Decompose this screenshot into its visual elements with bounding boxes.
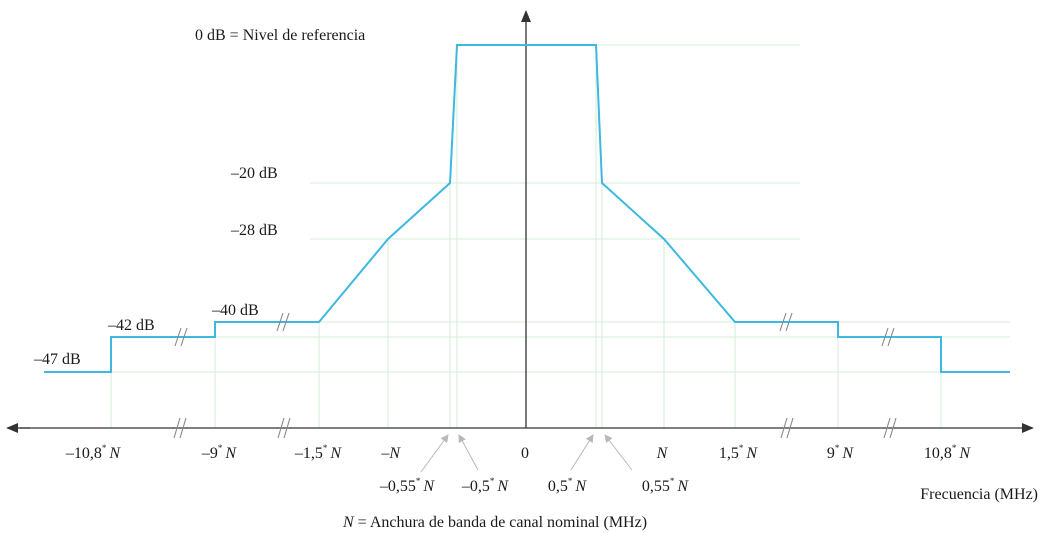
double-slash-break-icon xyxy=(881,327,895,347)
pointer-m05 xyxy=(458,434,479,471)
freq-label-m055: –0,55* N xyxy=(379,476,436,495)
freq-label-p05: 0,5* N xyxy=(548,476,588,495)
frequency-labels: –10,8* N –9* N –1,5* N –N –0,55* N –0,5* N 0 … xyxy=(65,443,972,495)
double-slash-break-icon xyxy=(276,312,290,332)
db-label-28: –28 dB xyxy=(230,222,278,239)
db-label-47: –47 dB xyxy=(33,351,81,368)
guide-lines xyxy=(44,44,1010,428)
freq-label-mN: –N xyxy=(380,445,401,462)
mask-breaks xyxy=(174,312,895,347)
double-slash-break-icon xyxy=(174,327,188,347)
freq-label-p15: 1,5* N xyxy=(719,443,759,462)
reference-level-label: 0 dB = Nivel de referencia xyxy=(195,27,365,44)
freq-label-p055: 0,55* N xyxy=(642,476,690,495)
db-label-20: –20 dB xyxy=(230,165,278,182)
freq-label-m15: –1,5* N xyxy=(294,443,343,462)
double-slash-break-icon xyxy=(780,417,794,439)
footnote: N = Anchura de banda de canal nominal (M… xyxy=(342,514,647,531)
db-label-40: –40 dB xyxy=(211,302,259,319)
freq-label-p108: 10,8* N xyxy=(924,443,972,462)
double-slash-break-icon xyxy=(173,417,187,439)
freq-label-m9: –9* N xyxy=(201,443,238,462)
freq-label-m05: –0,5* N xyxy=(461,476,510,495)
freq-label-pN: N xyxy=(656,445,669,462)
pointer-p05 xyxy=(570,434,594,471)
double-slash-break-icon xyxy=(883,417,897,439)
spectrum-mask-line xyxy=(44,44,1010,373)
db-label-42: –42 dB xyxy=(107,317,155,334)
pointer-m055 xyxy=(420,434,449,473)
freq-label-p9: 9* N xyxy=(827,443,855,462)
tick-pointers xyxy=(420,434,633,473)
x-axis-title: Frecuencia (MHz) xyxy=(920,486,1038,503)
double-slash-break-icon xyxy=(779,312,793,332)
double-slash-break-icon xyxy=(277,417,291,439)
freq-label-zero: 0 xyxy=(521,445,529,462)
freq-label-m108: –10,8* N xyxy=(65,443,122,462)
x-axis-breaks xyxy=(173,417,897,439)
pointer-p055 xyxy=(604,434,633,471)
